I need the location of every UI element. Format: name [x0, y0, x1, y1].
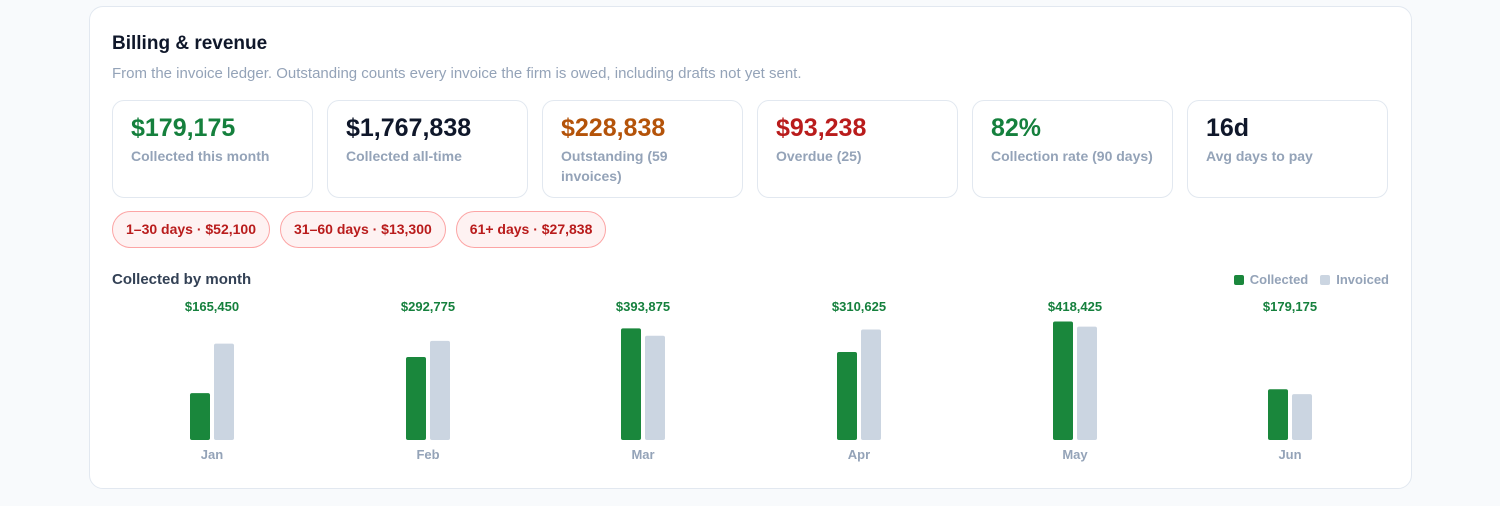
stat-overdue: $93,238 Overdue (25)	[757, 100, 958, 198]
stat-value: $228,838	[561, 114, 666, 142]
aging-pill-31-60[interactable]: 31–60 days · $13,300	[280, 211, 446, 248]
bar-collected-feb[interactable]	[406, 357, 426, 440]
bar-collected-jun[interactable]	[1268, 389, 1288, 440]
stat-value: $179,175	[131, 114, 236, 142]
stat-value: $93,238	[776, 114, 867, 142]
month-label-jan: Jan	[201, 447, 223, 462]
bar-collected-mar[interactable]	[621, 328, 641, 440]
stat-label: Collected this month	[131, 148, 270, 164]
bar-collected-jan[interactable]	[190, 393, 210, 440]
bar-invoiced-jun[interactable]	[1292, 394, 1312, 440]
legend-swatch-invoiced	[1320, 274, 1331, 285]
legend-swatch-collected	[1233, 274, 1244, 285]
month-label-may: May	[1062, 447, 1088, 462]
stats-row: $179,175 Collected this month $1,767,838…	[112, 100, 1388, 198]
month-label-jun: Jun	[1278, 447, 1301, 462]
month-label-apr: Apr	[848, 447, 870, 462]
stat-label: Collection rate (90 days)	[991, 148, 1153, 164]
stat-collected-this-month: $179,175 Collected this month	[112, 100, 313, 198]
bar-invoiced-apr[interactable]	[861, 329, 881, 441]
value-label-mar: $393,875	[616, 299, 670, 314]
value-label-apr: $310,625	[832, 299, 886, 314]
bar-invoiced-may[interactable]	[1077, 326, 1097, 440]
aging-buckets: 1–30 days · $52,100 31–60 days · $13,300…	[112, 211, 607, 248]
bar-invoiced-feb[interactable]	[430, 340, 450, 440]
billing-revenue-card: Billing & revenue From the invoice ledge…	[89, 6, 1412, 489]
collected-by-month-chart: $165,450 Jan $292,775 Feb $393,875 Mar $310,62…	[185, 299, 1317, 462]
month-label-mar: Mar	[631, 447, 654, 462]
bar-invoiced-mar[interactable]	[645, 335, 665, 440]
aging-pill-1-30[interactable]: 1–30 days · $52,100	[112, 211, 270, 248]
stat-value: 16d	[1206, 114, 1250, 142]
stat-label: Outstanding (59 invoices)	[561, 148, 668, 184]
aging-pill-61-plus[interactable]: 61+ days · $27,838	[455, 211, 607, 248]
card-title: Billing & revenue	[112, 33, 268, 54]
stat-label: Avg days to pay	[1206, 148, 1313, 164]
bar-collected-may[interactable]	[1053, 321, 1073, 440]
stat-value: 82%	[991, 114, 1042, 142]
card-subtitle: From the invoice ledger. Outstanding cou…	[112, 65, 802, 82]
legend-label-invoiced: Invoiced	[1336, 272, 1389, 287]
value-label-may: $418,425	[1048, 299, 1102, 314]
value-label-jan: $165,450	[185, 299, 239, 314]
stat-collection-rate: 82% Collection rate (90 days)	[972, 100, 1173, 198]
stat-label: Collected all-time	[346, 148, 462, 164]
month-label-feb: Feb	[416, 447, 439, 462]
legend-item-invoiced: Invoiced	[1320, 272, 1389, 287]
bar-collected-apr[interactable]	[837, 351, 857, 440]
stat-outstanding: $228,838 Outstanding (59 invoices)	[542, 100, 743, 198]
chart-legend: Collected Invoiced	[1233, 272, 1389, 287]
legend-item-collected: Collected	[1233, 272, 1309, 287]
stat-value: $1,767,838	[346, 114, 472, 142]
value-label-feb: $292,775	[401, 299, 455, 314]
stat-label: Overdue (25)	[776, 148, 862, 164]
value-label-jun: $179,175	[1263, 299, 1317, 314]
stat-collected-all-time: $1,767,838 Collected all-time	[327, 100, 528, 198]
chart-title: Collected by month	[112, 271, 252, 288]
bar-invoiced-jan[interactable]	[214, 343, 234, 440]
legend-label-collected: Collected	[1249, 272, 1309, 287]
stat-avg-days-to-pay: 16d Avg days to pay	[1187, 100, 1388, 198]
